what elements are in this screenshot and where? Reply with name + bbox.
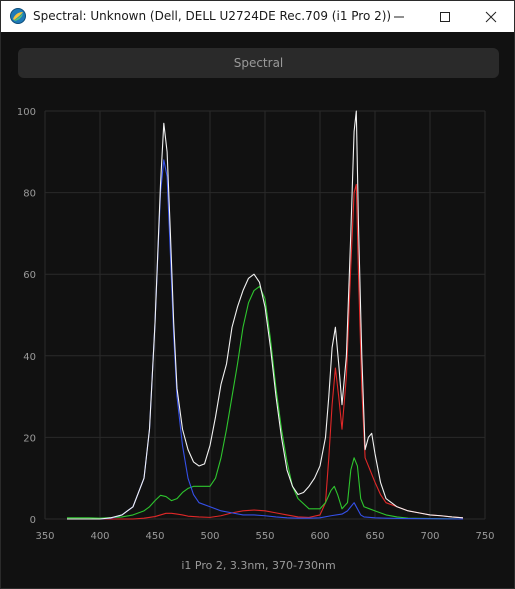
x-tick-label: 400 xyxy=(90,531,109,541)
series-line-white xyxy=(67,110,464,520)
x-tick-label: 500 xyxy=(200,531,219,541)
y-tick-label: 100 xyxy=(17,107,36,118)
x-tick-label: 650 xyxy=(365,531,384,541)
y-tick-label: 0 xyxy=(30,515,36,526)
app-logo-icon xyxy=(10,8,26,24)
minimize-button[interactable] xyxy=(376,1,422,32)
title-bar[interactable]: Spectral: Unknown (Dell, DELL U2724DE Re… xyxy=(1,1,514,32)
spectral-chart: 350 400 450 500 550 600 650 700 750 0 20 40 60 80 100 xyxy=(17,107,495,541)
tab-spectral-label: Spectral xyxy=(233,56,284,70)
y-tick-label: 60 xyxy=(23,270,36,281)
x-tick-label: 700 xyxy=(420,531,439,541)
close-button[interactable] xyxy=(468,1,514,32)
tab-spectral[interactable]: Spectral xyxy=(18,48,499,78)
x-tick-label: 750 xyxy=(475,531,494,541)
instrument-info: i1 Pro 2, 3.3nm, 370-730nm xyxy=(181,559,336,572)
x-tick-label: 550 xyxy=(255,531,274,541)
maximize-button[interactable] xyxy=(422,1,468,32)
y-tick-label: 20 xyxy=(23,433,36,444)
minimize-icon xyxy=(394,16,404,17)
maximize-icon xyxy=(440,11,450,22)
series-line-red xyxy=(67,183,464,520)
close-icon xyxy=(485,11,497,22)
y-tick-label: 80 xyxy=(23,189,36,200)
window-title: Spectral: Unknown (Dell, DELL U2724DE Re… xyxy=(33,9,392,23)
x-tick-label: 600 xyxy=(310,531,329,541)
x-tick-label: 350 xyxy=(35,531,54,541)
y-tick-label: 40 xyxy=(23,352,36,363)
x-tick-label: 450 xyxy=(145,531,164,541)
